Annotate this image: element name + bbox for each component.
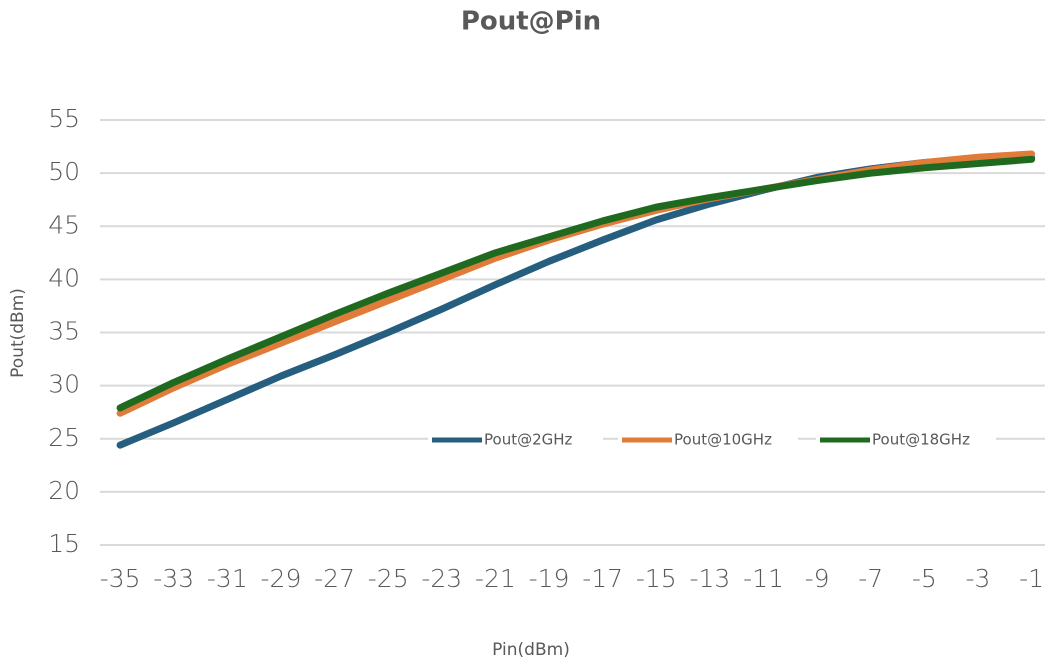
x-tick-label: -1	[1019, 564, 1044, 593]
legend-label: Pout@2GHz	[484, 431, 573, 449]
y-tick-label: 30	[48, 370, 80, 399]
series-line	[116, 150, 1036, 417]
y-tick-label: 55	[48, 104, 80, 133]
x-tick-label: -15	[636, 564, 677, 593]
series-line	[116, 155, 1036, 412]
x-tick-label: -3	[966, 564, 991, 593]
y-tick-label: 50	[48, 157, 80, 186]
series-line	[116, 153, 1036, 449]
x-tick-label: -13	[689, 564, 730, 593]
y-tick-label: 45	[48, 210, 80, 239]
x-tick-label: -23	[421, 564, 462, 593]
x-tick-label: -9	[805, 564, 830, 593]
y-tick-label: 35	[48, 317, 80, 346]
y-axis-label: Pout(dBm)	[8, 288, 28, 378]
x-tick-label: -25	[368, 564, 409, 593]
x-axis-label: Pin(dBm)	[492, 640, 570, 660]
x-tick-label: -31	[207, 564, 248, 593]
y-tick-label: 15	[48, 529, 80, 558]
y-tick-label: 20	[48, 476, 80, 505]
x-tick-label: -11	[743, 564, 784, 593]
x-tick-label: -19	[529, 564, 570, 593]
x-tick-label: -27	[314, 564, 355, 593]
x-tick-label: -21	[475, 564, 516, 593]
x-tick-label: -17	[582, 564, 623, 593]
x-tick-label: -7	[858, 564, 883, 593]
x-tick-label: -5	[912, 564, 937, 593]
x-tick-label: -35	[100, 564, 141, 593]
legend-label: Pout@18GHz	[872, 431, 970, 449]
chart-title: Pout@Pin	[461, 7, 601, 37]
x-tick-label: -33	[153, 564, 194, 593]
y-tick-label: 40	[48, 263, 80, 292]
y-tick-label: 25	[48, 423, 80, 452]
legend-label: Pout@10GHz	[674, 431, 772, 449]
x-tick-label: -29	[261, 564, 302, 593]
